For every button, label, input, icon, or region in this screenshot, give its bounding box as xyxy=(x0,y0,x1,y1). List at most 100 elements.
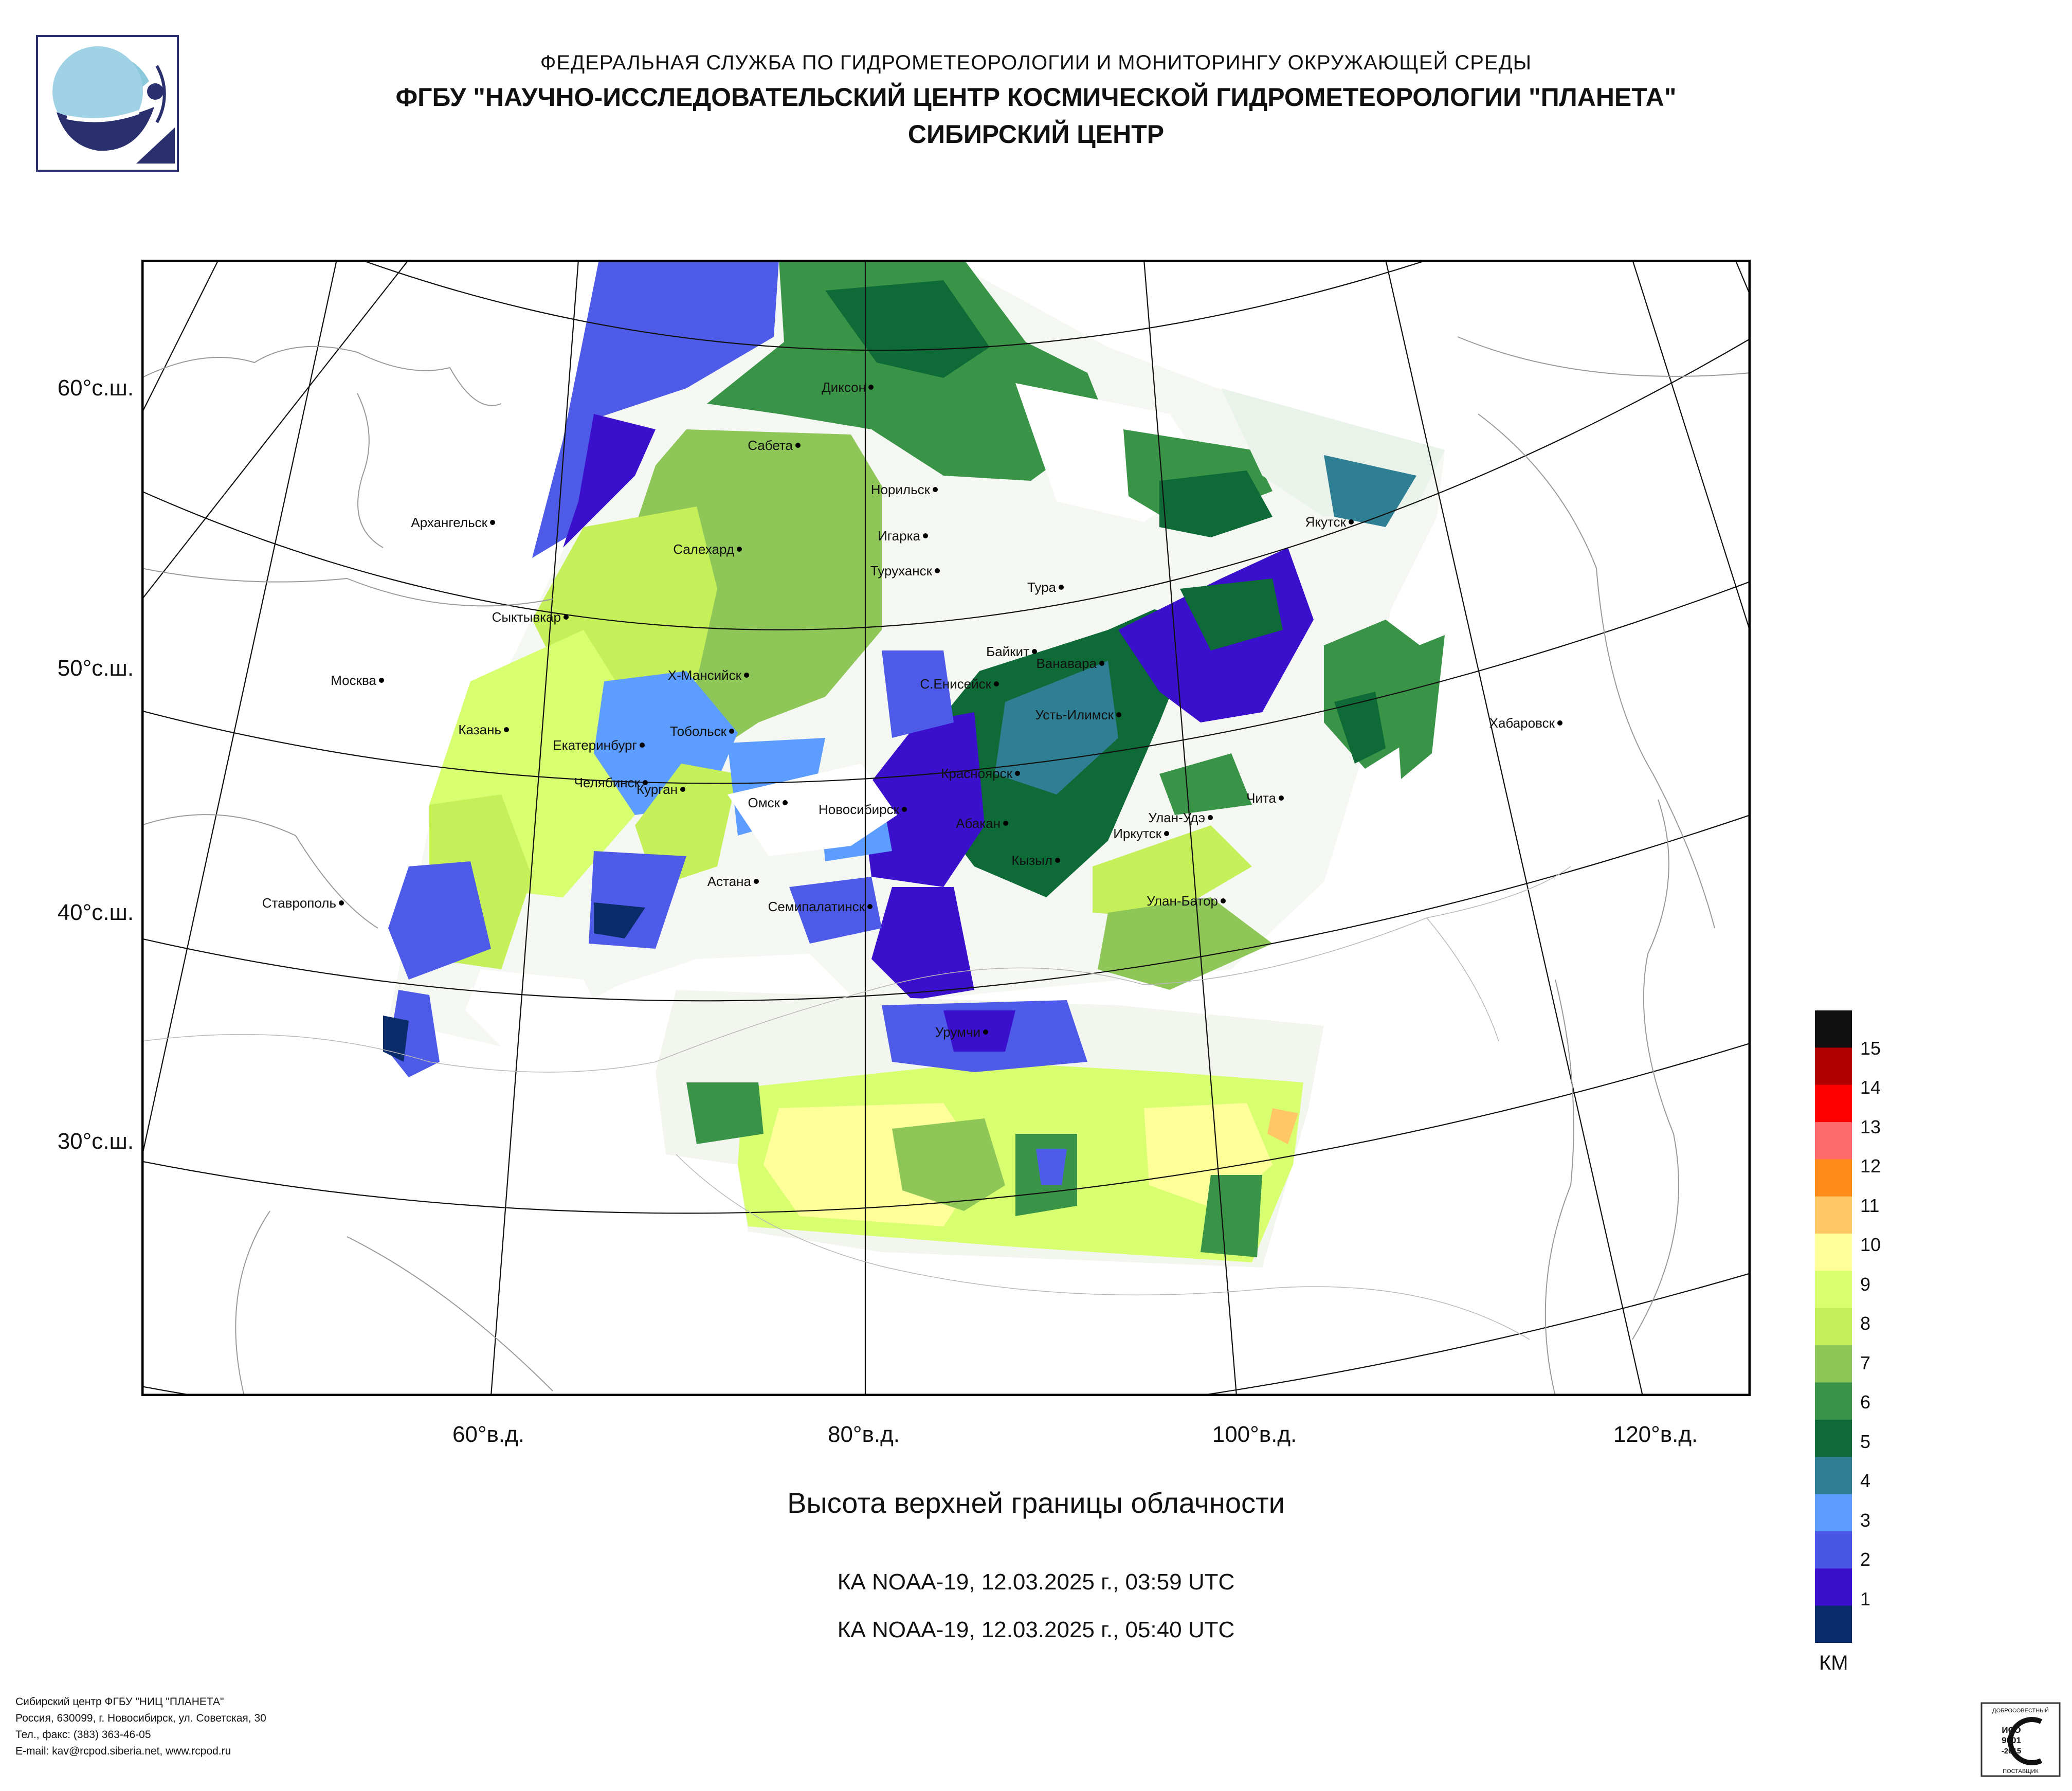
svg-text:Улан-Удэ: Улан-Удэ xyxy=(1148,810,1205,825)
legend-swatch xyxy=(1815,1084,1852,1123)
svg-text:Чита: Чита xyxy=(1246,790,1276,806)
legend-swatch xyxy=(1815,1531,1852,1569)
svg-text:ДОБРОСОВЕСТНЫЙ: ДОБРОСОВЕСТНЫЙ xyxy=(1992,1707,2049,1714)
branch-title: СИБИРСКИЙ ЦЕНТР xyxy=(907,120,1165,149)
lon-label-120: 120°в.д. xyxy=(1613,1422,1698,1447)
pass-2-caption: КА NOAA-19, 12.03.2025 г., 05:40 UTC xyxy=(837,1617,1235,1642)
planeta-logo-icon xyxy=(36,35,179,172)
city-kazan: Казань xyxy=(458,722,509,737)
svg-text:Новосибирск: Новосибирск xyxy=(819,802,900,817)
svg-text:Астана: Астана xyxy=(707,874,752,889)
legend-label-15: 15 xyxy=(1860,1038,1881,1059)
legend-label-2: 2 xyxy=(1860,1549,1871,1570)
svg-text:9001: 9001 xyxy=(2002,1735,2021,1745)
svg-text:Ванавара: Ванавара xyxy=(1036,656,1097,671)
svg-text:Кызыл: Кызыл xyxy=(1011,853,1052,868)
svg-text:ПОСТАВЩИК: ПОСТАВЩИК xyxy=(2003,1768,2039,1775)
city-norilsk: Норильск xyxy=(871,482,938,497)
svg-text:Омск: Омск xyxy=(748,795,780,810)
city-salekhard: Салехард xyxy=(673,541,742,557)
borders xyxy=(141,866,1571,1340)
legend-label-1: 1 xyxy=(1860,1588,1871,1609)
city-abakan: Абакан xyxy=(956,816,1008,831)
city-chita: Чита xyxy=(1246,790,1284,806)
legend-label-4: 4 xyxy=(1860,1470,1871,1491)
city-moscow: Москва xyxy=(331,673,384,688)
legend-swatch xyxy=(1815,1122,1852,1160)
city-tobolsk: Тобольск xyxy=(670,723,734,739)
svg-text:Москва: Москва xyxy=(331,673,376,688)
lat-label-40: 40°с.ш. xyxy=(57,900,134,925)
legend-swatch xyxy=(1815,1196,1852,1234)
svg-text:Семипалатинск: Семипалатинск xyxy=(768,899,865,914)
svg-text:Ставрополь: Ставрополь xyxy=(262,895,336,911)
legend-swatch xyxy=(1815,1382,1852,1420)
legend-swatch xyxy=(1815,1345,1852,1383)
city-s-yeniseysk: С.Енисейск xyxy=(920,676,999,692)
city-sabeta: Сабета xyxy=(748,438,801,453)
city-stavropol: Ставрополь xyxy=(262,895,344,911)
svg-text:Якутск: Якутск xyxy=(1305,514,1347,530)
city-chelyabinsk: Челябинск xyxy=(574,775,648,790)
legend-swatch xyxy=(1815,1234,1852,1271)
city-turukhansk: Туруханск xyxy=(870,563,940,578)
svg-text:Архангельск: Архангельск xyxy=(411,515,487,530)
legend-swatch xyxy=(1815,1568,1852,1606)
city-krasnoyarsk: Красноярск xyxy=(941,766,1020,781)
footer-phone: Тел., факс: (383) 363-46-05 xyxy=(15,1729,151,1741)
city-ulan-ude: Улан-Удэ xyxy=(1148,810,1213,825)
lat-label-50: 50°с.ш. xyxy=(57,656,134,681)
city-ulan-bator: Улан-Батор xyxy=(1147,893,1226,909)
city-khabarovsk: Хабаровск xyxy=(1489,715,1562,731)
legend-label-11: 11 xyxy=(1860,1195,1880,1216)
city-dikson: Диксон xyxy=(822,379,874,395)
city-syktyvkar: Сыктывкар xyxy=(492,609,569,625)
svg-text:Тобольск: Тобольск xyxy=(670,723,727,739)
legend-swatch xyxy=(1815,1605,1852,1643)
city-urumqi: Урумчи xyxy=(935,1024,988,1040)
city-tura: Тура xyxy=(1027,580,1064,595)
svg-text:Абакан: Абакан xyxy=(956,816,1001,831)
legend-label-12: 12 xyxy=(1860,1155,1881,1177)
footer-email: E-mail: kav@rcpod.siberia.net, www.rcpod… xyxy=(15,1745,231,1757)
legend-swatch xyxy=(1815,1457,1852,1495)
lon-label-100: 100°в.д. xyxy=(1212,1422,1297,1447)
map-frame xyxy=(141,260,1751,1396)
legend-label-6: 6 xyxy=(1860,1391,1871,1413)
svg-text:Х-Мансийск: Х-Мансийск xyxy=(668,667,742,683)
city-khanty-mansiysk: Х-Мансийск xyxy=(668,667,749,683)
svg-text:-2015: -2015 xyxy=(2002,1747,2021,1756)
svg-text:Усть-Илимск: Усть-Илимск xyxy=(1035,707,1114,722)
svg-text:Сыктывкар: Сыктывкар xyxy=(492,609,561,625)
legend-swatch xyxy=(1815,1271,1852,1309)
svg-text:Диксон: Диксон xyxy=(822,379,866,395)
lat-label-60: 60°с.ш. xyxy=(57,375,134,401)
svg-text:Тура: Тура xyxy=(1027,580,1057,595)
svg-text:Челябинск: Челябинск xyxy=(574,775,641,790)
legend-swatch xyxy=(1815,1419,1852,1457)
cloud-top-height-map: Диксон Сабета Норильск Архангельск Игарк… xyxy=(141,260,1751,1396)
pass-1-caption: КА NOAA-19, 12.03.2025 г., 03:59 UTC xyxy=(837,1569,1235,1595)
svg-text:Салехард: Салехард xyxy=(673,541,734,557)
legend-units: КМ xyxy=(1819,1652,1848,1674)
svg-text:Иркутск: Иркутск xyxy=(1113,826,1161,841)
city-kurgan: Курган xyxy=(637,782,685,797)
legend-label-8: 8 xyxy=(1860,1313,1871,1334)
city-arkhangelsk: Архангельск xyxy=(411,515,495,530)
city-ust-ilimsk: Усть-Илимск xyxy=(1035,707,1121,722)
agency-title: ФЕДЕРАЛЬНАЯ СЛУЖБА ПО ГИДРОМЕТЕОРОЛОГИИ … xyxy=(540,51,1532,74)
svg-text:Красноярск: Красноярск xyxy=(941,766,1012,781)
svg-text:Екатеринбург: Екатеринбург xyxy=(553,737,637,753)
lat-label-30: 30°с.ш. xyxy=(57,1129,134,1154)
svg-text:Хабаровск: Хабаровск xyxy=(1489,715,1555,731)
svg-text:Норильск: Норильск xyxy=(871,482,931,497)
iso-certification-icon: ДОБРОСОВЕСТНЫЙ ИСО 9001 -2015 ПОСТАВЩИК xyxy=(1980,1702,2061,1777)
svg-text:С.Енисейск: С.Енисейск xyxy=(920,676,991,692)
svg-text:Байкит: Байкит xyxy=(986,644,1029,659)
lon-label-80: 80°в.д. xyxy=(827,1422,900,1447)
city-yekaterinburg: Екатеринбург xyxy=(553,737,645,753)
legend-label-3: 3 xyxy=(1860,1510,1871,1531)
map-title: Высота верхней границы облачности xyxy=(787,1487,1285,1519)
city-irkutsk: Иркутск xyxy=(1113,826,1169,841)
svg-text:Туруханск: Туруханск xyxy=(870,563,933,578)
